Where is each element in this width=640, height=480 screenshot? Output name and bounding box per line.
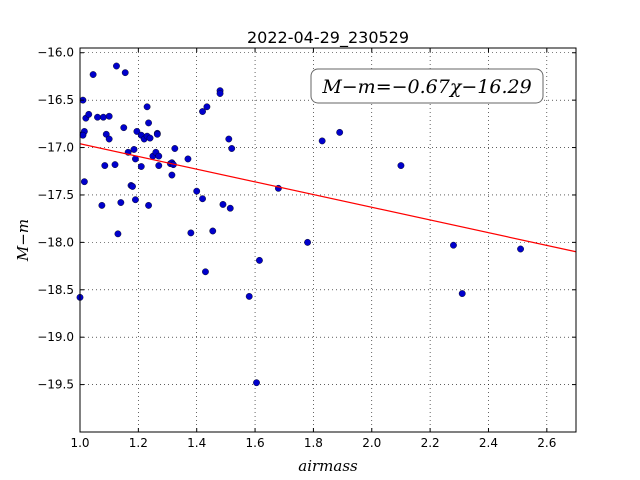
data-point — [111, 161, 119, 169]
data-point — [336, 128, 344, 136]
data-point — [129, 183, 136, 190]
data-point — [121, 69, 129, 77]
data-point — [193, 187, 201, 195]
data-point — [94, 113, 101, 121]
data-point — [130, 146, 138, 153]
data-point — [145, 201, 152, 209]
data-point — [168, 171, 176, 179]
chart-title: 2022-04-29_230529 — [247, 28, 409, 48]
data-point — [117, 199, 125, 206]
data-point — [120, 124, 128, 132]
data-point — [216, 90, 224, 97]
data-point — [187, 229, 195, 237]
data-point — [98, 201, 106, 209]
data-point — [79, 131, 87, 139]
x-tick-label: 2.6 — [537, 436, 556, 450]
x-tick-label: 1.8 — [304, 436, 323, 450]
annotation-box — [310, 68, 544, 104]
data-point — [318, 137, 326, 145]
data-point — [517, 245, 524, 253]
y-axis-label: M−m — [14, 219, 32, 262]
data-point — [199, 195, 206, 203]
data-point — [199, 108, 206, 115]
y-tick-label: −17.5 — [37, 188, 74, 202]
data-point — [132, 196, 139, 204]
data-point — [245, 293, 253, 300]
data-point — [155, 152, 163, 160]
data-point — [105, 135, 113, 143]
data-point — [80, 178, 88, 186]
plot-area: 1.0 1.2 1.4 1.6 1.8 2.0 2.2 2.4 2.6 −16.0 −16.5 −17… — [37, 46, 577, 450]
data-point — [89, 71, 97, 78]
data-point — [304, 238, 311, 246]
data-point — [137, 163, 145, 170]
data-point — [143, 103, 151, 111]
data-point — [219, 201, 227, 208]
data-point — [133, 128, 141, 135]
data-point — [203, 103, 211, 111]
data-point — [146, 134, 154, 142]
fit-line — [79, 143, 577, 253]
y-tick-label: −18.0 — [37, 235, 74, 249]
data-point — [397, 162, 405, 169]
x-tick-label: 2.4 — [479, 436, 498, 450]
y-tick-label: −19.5 — [37, 378, 74, 392]
y-tick-label: −19.0 — [37, 330, 74, 344]
x-tick-label: 1.2 — [129, 436, 148, 450]
data-point — [225, 135, 233, 143]
data-point — [145, 119, 152, 127]
data-point — [458, 290, 466, 297]
x-axis-label: airmass — [298, 457, 358, 475]
data-point — [253, 379, 260, 387]
data-point — [101, 162, 109, 169]
data-point — [153, 130, 161, 138]
data-point — [105, 112, 113, 120]
y-tick-label: −16.5 — [37, 93, 74, 107]
x-tick-label: 2.2 — [421, 436, 440, 450]
y-tick-label: −18.5 — [37, 283, 74, 297]
data-point — [99, 113, 107, 121]
data-point — [171, 145, 179, 152]
plot-frame — [79, 47, 577, 433]
x-tick-label: 2.0 — [362, 436, 381, 450]
data-point — [113, 62, 120, 70]
fit-annotation: M−m=−0.67χ−16.29 — [321, 76, 531, 98]
data-point — [184, 155, 192, 163]
x-tick-label: 1.4 — [187, 436, 206, 450]
data-point — [209, 227, 217, 235]
data-point — [155, 162, 163, 169]
data-point — [256, 256, 263, 264]
data-point — [228, 145, 236, 152]
y-tick-label: −16.0 — [37, 46, 74, 60]
y-tick-label: −17.0 — [37, 141, 74, 155]
x-tick-label: 1.6 — [246, 436, 265, 450]
data-point — [450, 241, 457, 249]
data-point — [85, 110, 93, 118]
data-point — [114, 230, 122, 238]
x-tick-label: 1.0 — [70, 436, 89, 450]
data-point — [202, 268, 209, 276]
data-point — [226, 204, 234, 212]
